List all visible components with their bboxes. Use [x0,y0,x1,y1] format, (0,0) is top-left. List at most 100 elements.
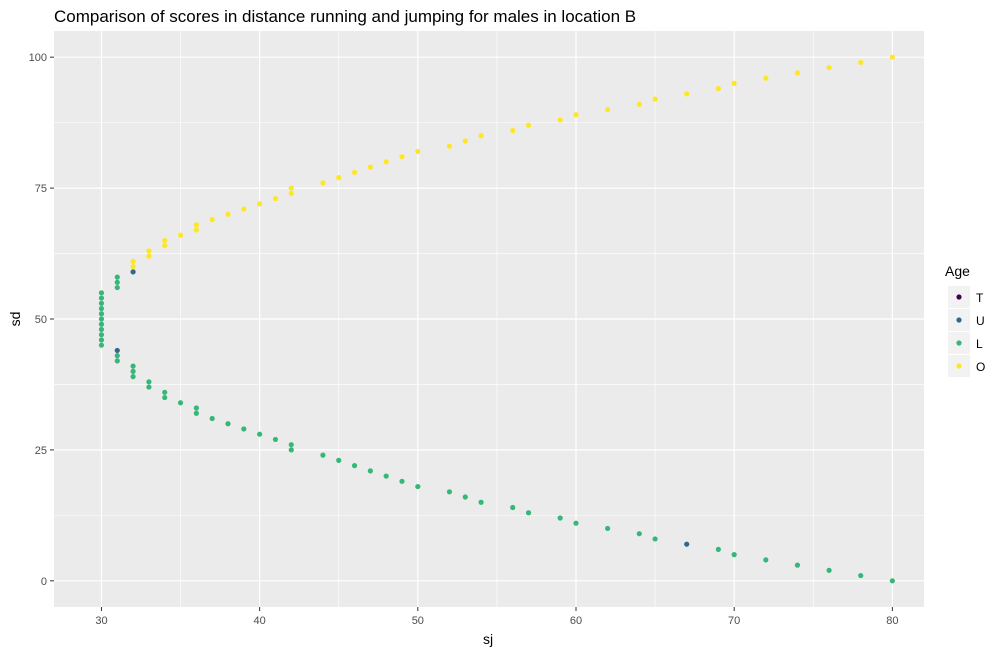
point-O [763,75,769,81]
point-O [462,138,468,144]
point-U [684,541,690,547]
point-L [98,305,105,312]
y-tick-label: 100 [29,52,47,64]
point-L [288,442,294,448]
point-L [225,421,231,427]
point-L [241,426,247,432]
point-L [858,572,864,579]
point-L [177,400,184,406]
point-L [130,363,136,369]
point-O [383,159,389,165]
x-tick-label: 40 [254,615,266,627]
point-L [794,562,801,568]
point-O [193,222,199,228]
point-O [557,117,563,123]
point-L [146,379,152,385]
y-axis: 0 25 50 75 100 [29,52,54,588]
point-O [320,180,326,186]
point-L [510,504,516,511]
point-O [399,154,405,160]
point-L [130,374,136,380]
y-tick-label: 50 [35,314,47,326]
x-axis-title: sj [483,631,493,647]
legend-label-T: T [976,291,984,305]
point-L [146,384,152,390]
point-L [525,510,532,516]
point-O [652,96,658,102]
point-L [114,358,120,364]
point-O [209,216,215,223]
point-O [130,258,136,264]
x-tick-label: 50 [412,615,424,627]
y-tick-label: 0 [41,576,47,588]
point-L [98,342,105,348]
point-L [114,284,120,291]
point-L [209,415,215,422]
point-U [130,269,136,275]
point-L [652,536,658,542]
point-L [478,499,484,505]
point-L [731,552,737,558]
legend-label-O: O [976,360,985,374]
x-axis: 30 40 50 60 70 80 [95,607,898,627]
point-L [272,436,279,443]
point-L [383,473,389,479]
point-L [114,353,120,359]
point-O [858,59,864,66]
point-L [889,578,895,584]
point-L [98,300,105,306]
legend-label-L: L [976,337,983,351]
point-O [146,248,152,254]
point-O [177,232,184,238]
point-L [351,463,358,469]
legend-marker-U [956,317,962,323]
point-U [114,347,120,354]
point-O [336,175,342,181]
point-L [763,557,769,563]
point-L [98,290,105,296]
point-L [367,468,373,474]
point-O [525,122,532,128]
x-tick-label: 60 [570,615,582,627]
point-L [636,531,642,537]
point-O [510,127,516,134]
point-O [162,237,168,244]
point-L [98,332,105,338]
point-L [826,567,832,573]
point-O [478,133,484,139]
point-O [715,86,721,92]
point-O [684,91,690,97]
point-L [336,457,342,463]
point-L [98,311,105,317]
point-O [130,264,136,270]
y-tick-label: 75 [35,183,47,195]
point-O [162,243,168,249]
point-O [193,227,199,233]
point-O [636,101,642,107]
point-O [367,164,373,170]
chart-title: Comparison of scores in distance running… [54,7,636,26]
point-L [98,321,105,327]
point-L [162,389,168,395]
x-tick-label: 30 [95,615,107,627]
point-O [573,112,579,118]
point-O [605,106,611,113]
legend-title: Age [945,263,970,279]
point-O [794,70,801,76]
point-L [130,368,136,374]
point-L [98,326,105,333]
point-O [272,195,279,202]
point-L [605,525,611,532]
point-L [257,431,263,437]
point-L [288,447,294,453]
point-O [415,148,421,155]
legend-marker-T [956,294,962,300]
point-O [351,169,358,175]
point-L [98,316,105,322]
point-O [146,253,152,259]
point-L [573,520,579,526]
legend-marker-L [956,340,962,346]
point-L [98,337,105,343]
